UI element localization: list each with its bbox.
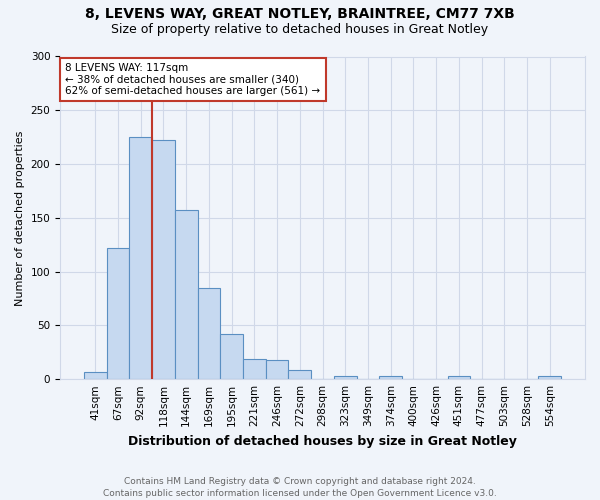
Text: 8, LEVENS WAY, GREAT NOTLEY, BRAINTREE, CM77 7XB: 8, LEVENS WAY, GREAT NOTLEY, BRAINTREE, … (85, 8, 515, 22)
Bar (84, 372, 107, 379)
X-axis label: Distribution of detached houses by size in Great Notley: Distribution of detached houses by size … (128, 434, 517, 448)
Bar (107, 248, 130, 379)
Bar (197, 288, 220, 379)
Bar (448, 376, 470, 379)
Bar (266, 360, 289, 379)
Text: Contains HM Land Registry data © Crown copyright and database right 2024.
Contai: Contains HM Land Registry data © Crown c… (103, 476, 497, 498)
Bar (334, 376, 356, 379)
Bar (220, 334, 243, 379)
Y-axis label: Number of detached properties: Number of detached properties (15, 130, 25, 306)
Bar (243, 358, 266, 379)
Bar (130, 137, 152, 379)
Bar (289, 370, 311, 379)
Text: 8 LEVENS WAY: 117sqm
← 38% of detached houses are smaller (340)
62% of semi-deta: 8 LEVENS WAY: 117sqm ← 38% of detached h… (65, 63, 320, 96)
Bar (538, 376, 561, 379)
Text: Size of property relative to detached houses in Great Notley: Size of property relative to detached ho… (112, 22, 488, 36)
Bar (152, 140, 175, 379)
Bar (175, 210, 197, 379)
Bar (379, 376, 402, 379)
